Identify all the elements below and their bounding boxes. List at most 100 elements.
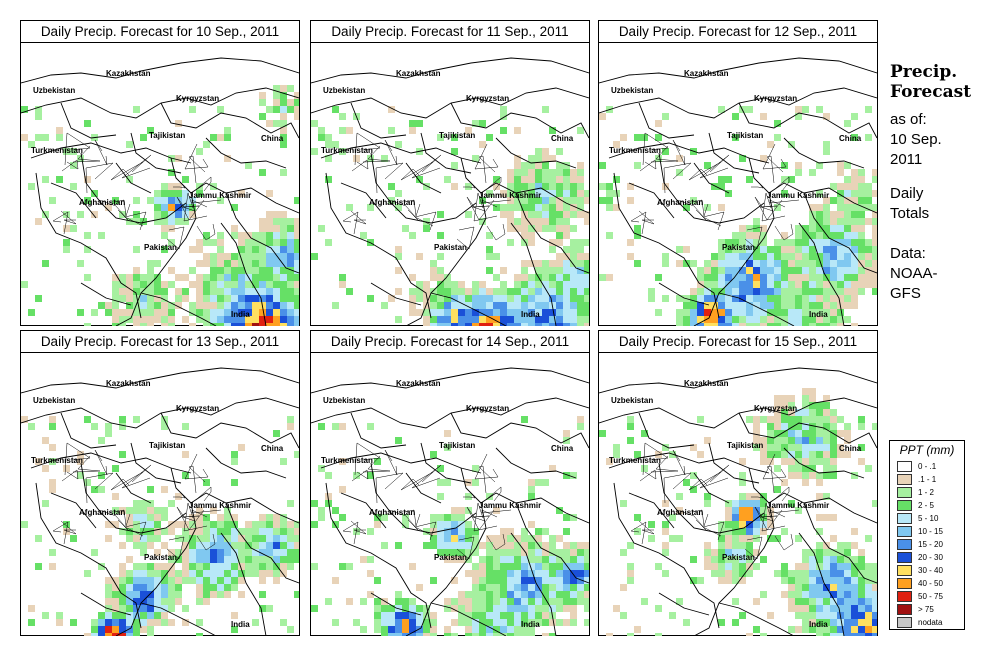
- precip-cell: [273, 120, 280, 127]
- precip-cell: [133, 507, 140, 514]
- district-border: [110, 471, 144, 491]
- precip-cell: [486, 134, 493, 141]
- precip-cell: [788, 260, 795, 267]
- precip-cell: [627, 183, 634, 190]
- precip-cell: [774, 120, 781, 127]
- precip-cell: [718, 176, 725, 183]
- map-label-china: China: [839, 134, 862, 143]
- precip-cell: [210, 577, 217, 584]
- precip-cell: [287, 225, 294, 232]
- precip-cell: [816, 633, 823, 636]
- precip-cell: [521, 274, 528, 281]
- precip-cell: [704, 309, 711, 316]
- precip-cell: [802, 591, 809, 598]
- precip-cell: [175, 577, 182, 584]
- precip-cell: [168, 584, 175, 591]
- legend-swatch: [897, 526, 912, 537]
- precip-cell: [318, 514, 325, 521]
- precip-cell: [753, 218, 760, 225]
- precip-cell: [409, 563, 416, 570]
- precip-cell: [273, 309, 280, 316]
- country-border: [115, 472, 152, 504]
- country-border: [658, 282, 710, 306]
- precip-cell: [753, 535, 760, 542]
- precip-cell: [781, 563, 788, 570]
- precip-cell: [514, 204, 521, 211]
- precip-cell: [865, 239, 872, 246]
- country-border: [658, 592, 710, 616]
- precip-cell: [718, 577, 725, 584]
- precip-cell: [294, 239, 299, 246]
- precip-cell: [697, 309, 704, 316]
- precip-cell: [760, 500, 767, 507]
- precip-cell: [767, 444, 774, 451]
- country-border: [115, 502, 197, 636]
- precip-cell: [147, 542, 154, 549]
- precip-cell: [802, 239, 809, 246]
- precip-cell: [423, 218, 430, 225]
- precip-cell: [112, 626, 119, 633]
- precip-cell: [332, 302, 339, 309]
- precip-cell: [273, 274, 280, 281]
- district-border: [638, 520, 655, 535]
- precip-cell: [280, 295, 287, 302]
- precip-cell: [514, 162, 521, 169]
- panel-title: Daily Precip. Forecast for 14 Sep., 2011: [311, 331, 589, 353]
- precip-cell: [802, 295, 809, 302]
- precip-cell: [577, 323, 584, 326]
- precip-grid: [21, 85, 299, 326]
- district-border: [121, 464, 152, 489]
- precip-cell: [563, 288, 570, 295]
- precip-cell: [528, 542, 535, 549]
- precip-cell: [774, 239, 781, 246]
- precip-cell: [168, 197, 175, 204]
- precip-cell: [161, 542, 168, 549]
- map-label-kazakhstan: Kazakhstan: [684, 379, 729, 388]
- precip-cell: [367, 204, 374, 211]
- precip-cell: [788, 246, 795, 253]
- precip-cell: [865, 577, 872, 584]
- precip-cell: [535, 190, 542, 197]
- precip-cell: [133, 514, 140, 521]
- precip-cell: [273, 430, 280, 437]
- precip-cell: [781, 302, 788, 309]
- precip-cell: [161, 612, 168, 619]
- precip-cell: [760, 458, 767, 465]
- precip-cell: [444, 274, 451, 281]
- precip-cell: [42, 260, 49, 267]
- precip-cell: [273, 316, 280, 323]
- precip-cell: [732, 295, 739, 302]
- country-border: [350, 412, 407, 449]
- precip-cell: [858, 619, 865, 626]
- precip-cell: [196, 556, 203, 563]
- precip-cell: [711, 288, 718, 295]
- precip-cell: [231, 542, 238, 549]
- precip-cell: [252, 309, 259, 316]
- precip-cell: [837, 190, 844, 197]
- precip-cell: [690, 197, 697, 204]
- district-border: [404, 199, 421, 217]
- precip-cell: [465, 316, 472, 323]
- precip-cell: [280, 232, 287, 239]
- precip-cell: [28, 423, 35, 430]
- precip-cell: [795, 113, 802, 120]
- precip-cell: [732, 281, 739, 288]
- precip-cell: [823, 197, 830, 204]
- precip-cell: [388, 633, 395, 636]
- precip-cell: [816, 563, 823, 570]
- precip-cell: [577, 169, 584, 176]
- precip-cell: [507, 176, 514, 183]
- precip-cell: [704, 500, 711, 507]
- precip-cell: [423, 183, 430, 190]
- precip-cell: [465, 507, 472, 514]
- precip-cell: [203, 323, 210, 326]
- precip-cell: [816, 458, 823, 465]
- precip-cell: [851, 556, 858, 563]
- precip-cell: [161, 570, 168, 577]
- precip-cell: [203, 556, 210, 563]
- precip-cell: [851, 267, 858, 274]
- precip-cell: [655, 155, 662, 162]
- precip-cell: [704, 288, 711, 295]
- precip-cell: [746, 176, 753, 183]
- precip-cell: [795, 563, 802, 570]
